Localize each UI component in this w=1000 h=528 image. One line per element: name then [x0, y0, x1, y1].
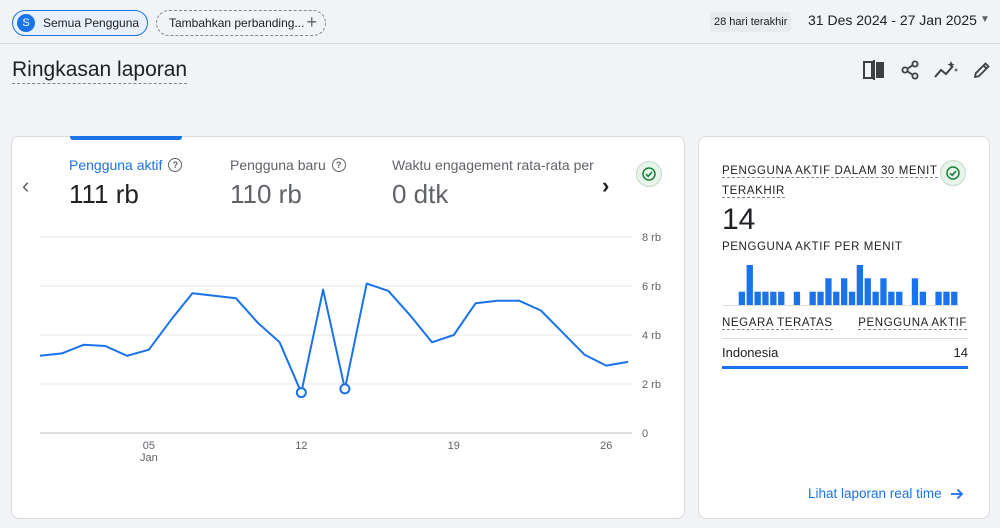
series-line: [39, 282, 629, 394]
per-minute-bar: [935, 291, 942, 305]
help-icon[interactable]: ?: [168, 158, 183, 172]
date-range-prefix: 28 hari terakhir: [710, 12, 792, 32]
date-range-picker[interactable]: 31 Des 2024 - 27 Jan 2025: [808, 12, 977, 28]
per-minute-bar: [888, 291, 895, 305]
realtime-title-line1: PENGGUNA AKTIF DALAM 30 MENIT: [722, 165, 938, 178]
per-minute-bar: [872, 291, 879, 305]
x-tick-sublabel: Jan: [140, 452, 158, 464]
chevron-left-icon[interactable]: ‹: [22, 173, 30, 198]
per-minute-bar: [864, 278, 871, 305]
metric-label: Pengguna baru: [230, 157, 326, 173]
realtime-value: 14: [722, 203, 756, 236]
caret-down-icon[interactable]: ▼: [980, 14, 990, 25]
compare-icon[interactable]: [862, 58, 886, 82]
x-tick-label: 05: [143, 440, 155, 452]
metric-value: 110 rb: [230, 179, 302, 209]
x-tick-label: 19: [448, 440, 460, 452]
x-tick-label: 12: [295, 440, 307, 452]
y-tick-label: 2 rb: [642, 379, 661, 391]
share-icon[interactable]: [898, 58, 922, 82]
per-minute-bar-chart: [723, 265, 959, 306]
realtime-title-line2: TERAKHIR: [722, 185, 785, 198]
insights-icon[interactable]: [934, 58, 958, 82]
per-minute-bar: [746, 265, 753, 305]
per-minute-bar: [793, 291, 801, 305]
per-minute-bar: [896, 291, 903, 305]
users-cell: 14: [953, 345, 968, 360]
realtime-card: PENGGUNA AKTIF DALAM 30 MENIT TERAKHIR 1…: [698, 136, 990, 519]
edit-icon[interactable]: [970, 58, 994, 82]
per-minute-bar: [841, 278, 848, 305]
per-minute-bar: [919, 291, 926, 305]
y-tick-label: 4 rb: [642, 330, 661, 342]
metric-value: 0 dtk: [392, 179, 449, 209]
arrow-right-icon: [950, 488, 963, 499]
per-minute-bar: [754, 291, 761, 305]
y-tick-label: 6 rb: [642, 281, 661, 293]
x-tick-label: 26: [600, 440, 612, 452]
y-tick-label: 8 rb: [642, 232, 661, 244]
selected-metric-indicator: [70, 136, 182, 140]
per-minute-bar: [856, 265, 863, 305]
add-comparison-label: Tambahkan perbanding...: [169, 16, 305, 30]
metric-tab-engagement-time[interactable]: Waktu engagement rata-rata per 0 dtk: [392, 157, 594, 210]
plus-icon: +: [306, 12, 317, 32]
per-minute-bar: [911, 278, 919, 305]
add-comparison-chip[interactable]: Tambahkan perbanding... +: [156, 10, 326, 36]
per-minute-bar: [880, 278, 887, 305]
per-minute-bar: [778, 291, 785, 305]
metric-value: 111 rb: [69, 179, 139, 209]
table-row: Indonesia 14: [722, 345, 968, 360]
realtime-title: PENGGUNA AKTIF DALAM 30 MENIT TERAKHIR: [722, 161, 942, 201]
page-title: Ringkasan laporan: [12, 58, 188, 84]
segment-avatar: S: [17, 14, 35, 32]
per-minute-bar: [762, 291, 769, 305]
metric-tab-new-users[interactable]: Pengguna baru? 110 rb: [230, 157, 346, 210]
per-minute-bar: [848, 291, 856, 305]
anomaly-point[interactable]: [295, 387, 307, 399]
view-realtime-link[interactable]: Lihat laporan real time: [808, 486, 964, 501]
country-cell: Indonesia: [722, 345, 779, 360]
y-tick-label: 0: [642, 428, 648, 440]
metric-label: Waktu engagement rata-rata per: [392, 157, 594, 173]
per-minute-bar: [817, 291, 824, 305]
divider: [722, 338, 968, 339]
per-minute-bar: [951, 291, 958, 305]
metric-tab-active-users[interactable]: Pengguna aktif? 111 rb: [69, 157, 183, 210]
anomaly-point[interactable]: [339, 383, 351, 395]
metric-label: Pengguna aktif: [69, 157, 163, 173]
metrics-chart-card: ‹ Pengguna aktif? 111 rb Pengguna baru? …: [11, 136, 685, 519]
per-minute-bar: [825, 278, 832, 305]
top-countries-header: NEGARA TERATAS: [722, 317, 833, 330]
per-minute-bar: [833, 291, 840, 305]
page-actions: [862, 58, 994, 82]
per-minute-bar: [770, 291, 777, 305]
top-bar: S Semua Pengguna Tambahkan perbanding...…: [0, 0, 1000, 44]
chevron-right-icon[interactable]: ›: [602, 173, 610, 198]
per-minute-label: PENGGUNA AKTIF PER MENIT: [722, 241, 903, 253]
view-realtime-label: Lihat laporan real time: [808, 486, 942, 501]
per-minute-bar: [809, 291, 816, 305]
help-icon[interactable]: ?: [331, 158, 346, 172]
row-share-bar: [722, 366, 968, 369]
active-users-header: PENGGUNA AKTIF: [858, 317, 967, 330]
check-circle-icon[interactable]: [940, 160, 966, 186]
per-minute-bar: [943, 291, 950, 305]
segment-chip[interactable]: S Semua Pengguna: [12, 10, 148, 36]
segment-label: Semua Pengguna: [43, 16, 140, 30]
per-minute-bar: [738, 291, 745, 305]
check-circle-icon[interactable]: [636, 161, 662, 187]
